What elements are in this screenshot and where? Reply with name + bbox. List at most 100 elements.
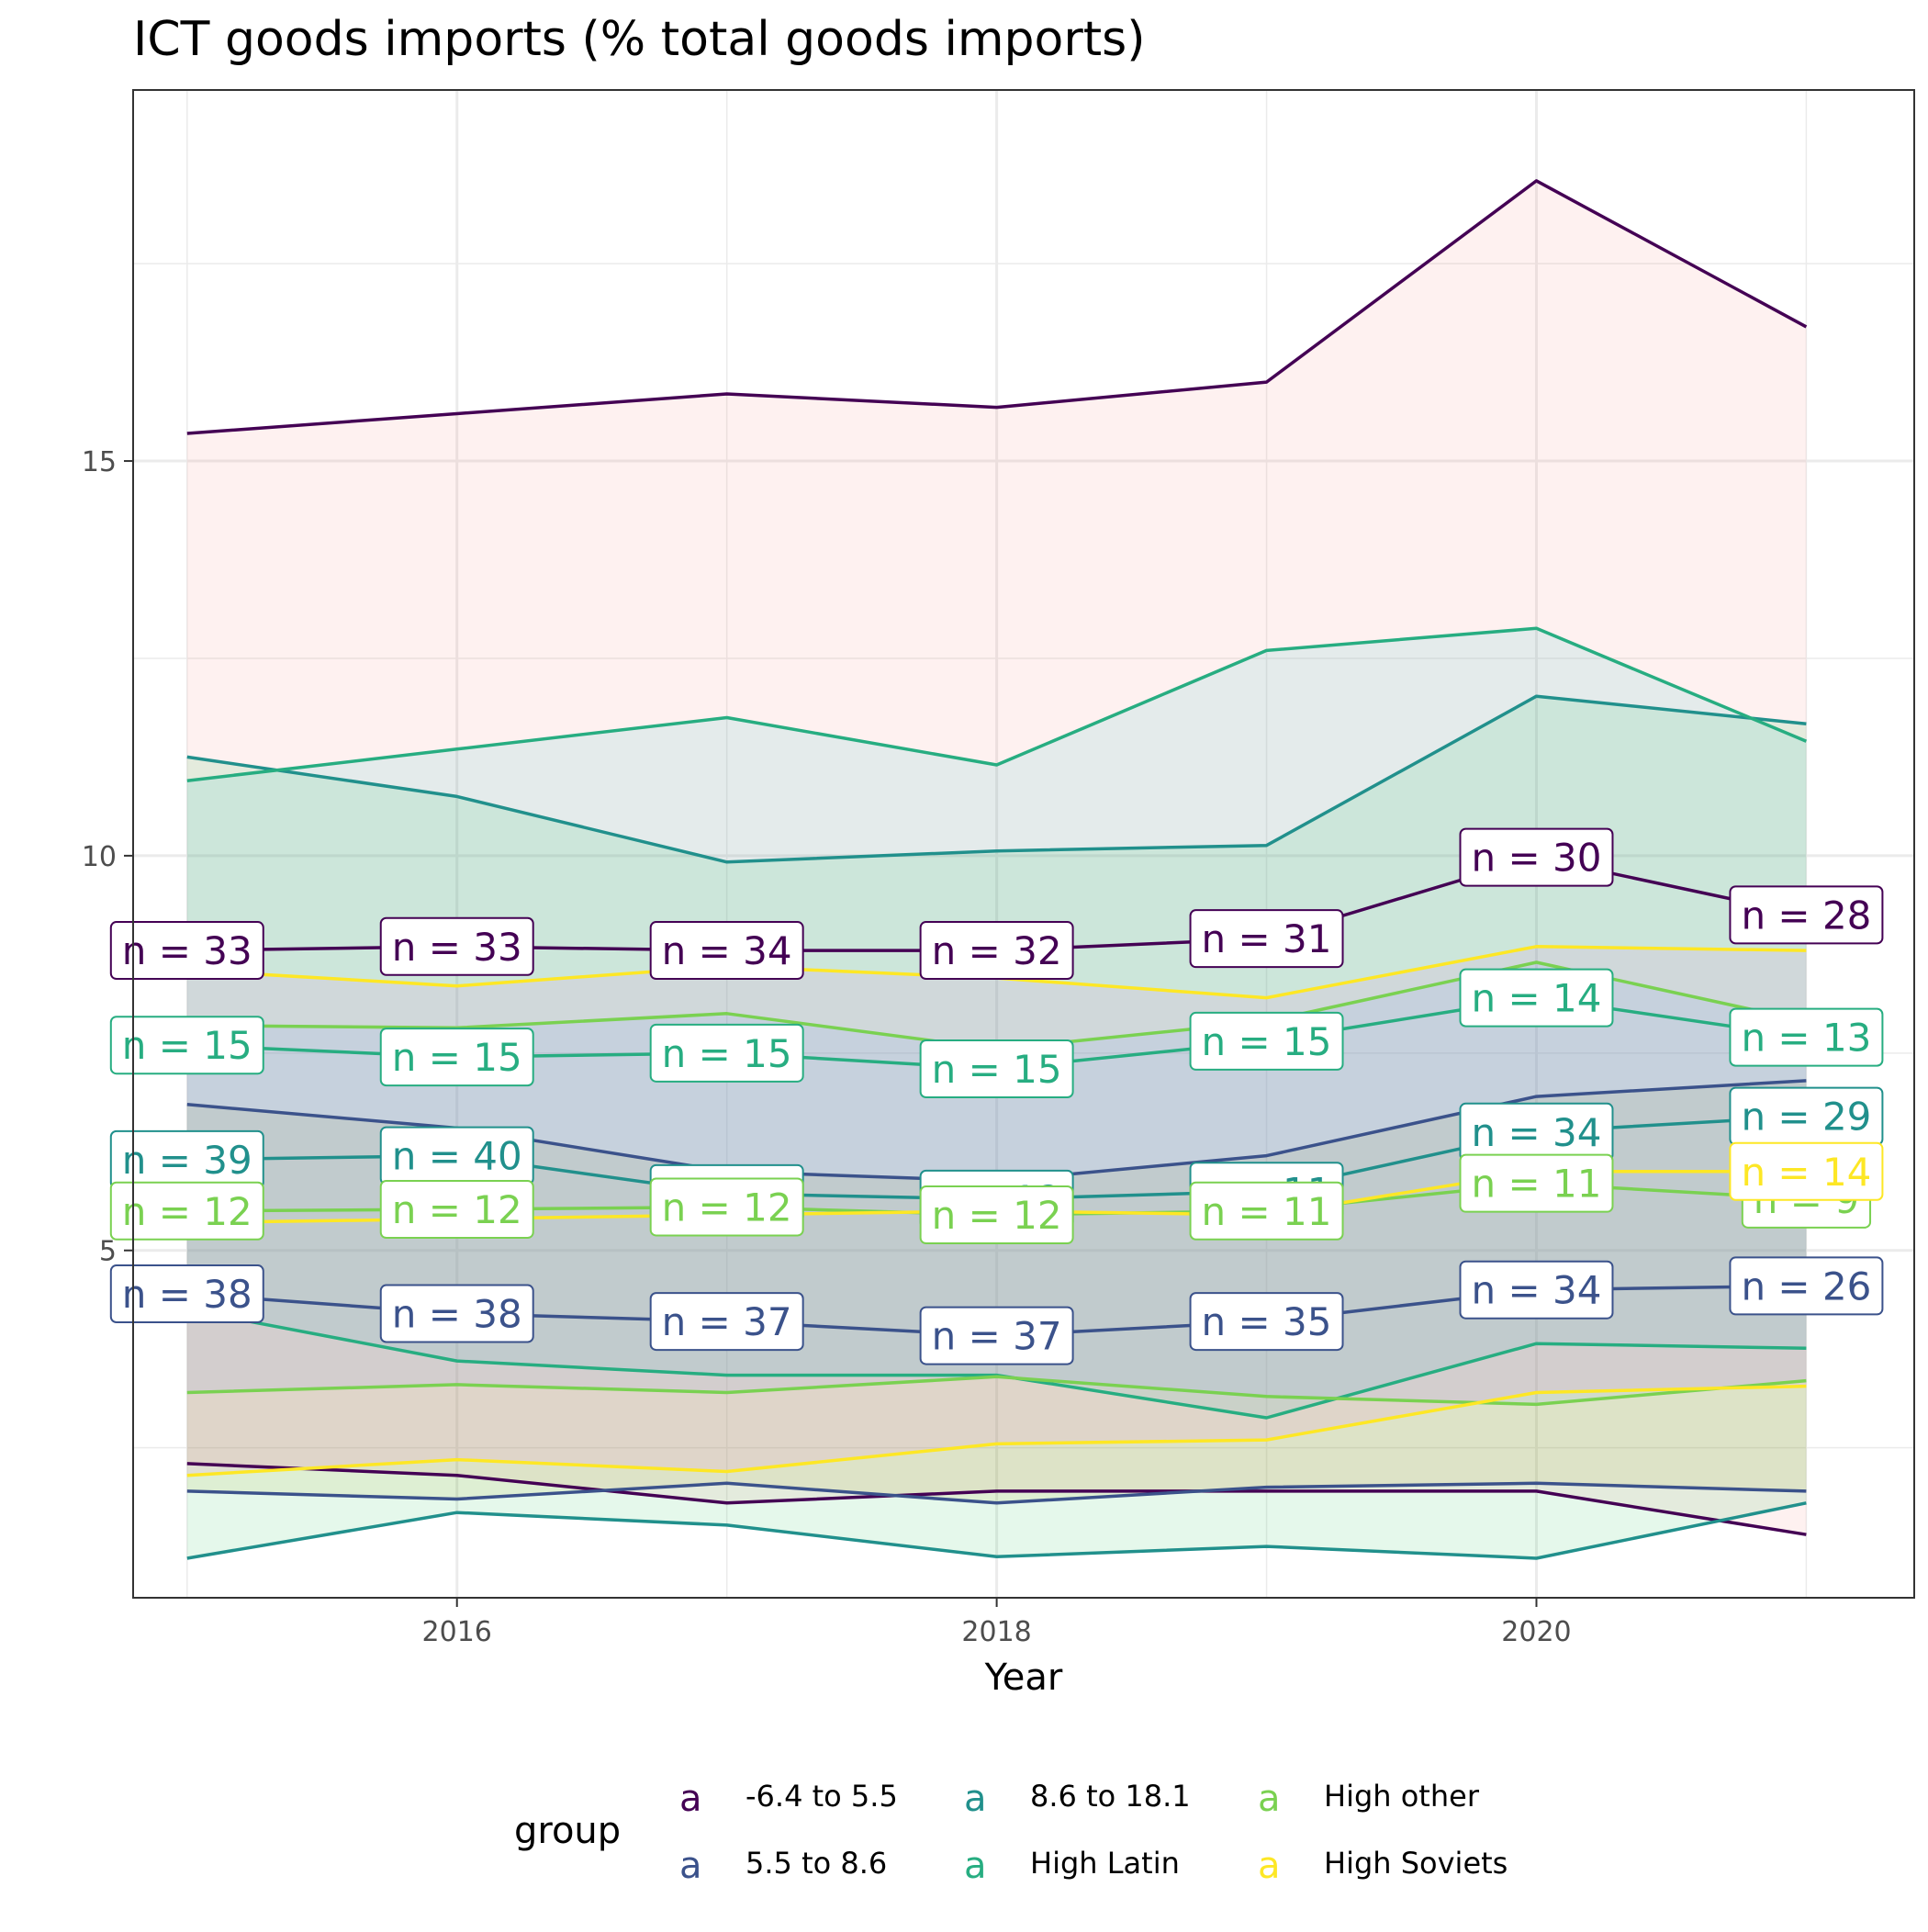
n-label-text: n = 15 bbox=[1202, 1019, 1332, 1064]
line-lower-high-other bbox=[186, 1375, 1807, 1407]
n-label-text: n = 37 bbox=[662, 1299, 792, 1344]
n-label: n = 31 bbox=[1189, 909, 1344, 969]
n-label-box bbox=[1189, 1292, 1344, 1352]
legend-entry-high-soviets: a High Soviets bbox=[1258, 1845, 1508, 1887]
n-label: n = 12 bbox=[379, 1180, 534, 1240]
n-label: n = 15 bbox=[919, 1039, 1074, 1099]
legend-label: High other bbox=[1324, 1779, 1480, 1814]
n-label: n = 15 bbox=[109, 1016, 264, 1075]
y-tick-label: 5 bbox=[99, 1236, 117, 1268]
legend-key: a bbox=[679, 1778, 702, 1820]
axis-layer: 2016 2018 2020 5 10 15 bbox=[82, 446, 1572, 1648]
n-label: n = 39 bbox=[109, 1129, 264, 1189]
line-upper-6-4-to-5-5 bbox=[186, 179, 1808, 435]
n-label: n = 37 bbox=[919, 1306, 1074, 1365]
n-label-text: n = 31 bbox=[1202, 916, 1332, 961]
n-label-box bbox=[1459, 1260, 1614, 1320]
legend-entry-high-other: a High other bbox=[1258, 1778, 1480, 1820]
n-label-text: n = 29 bbox=[1741, 1095, 1871, 1140]
n-label-text: n = 34 bbox=[662, 928, 792, 973]
n-label-text: n = 15 bbox=[122, 1023, 252, 1068]
n-label-box bbox=[919, 921, 1074, 981]
n-label-box bbox=[649, 1177, 804, 1237]
n-label-text: n = 12 bbox=[392, 1187, 522, 1232]
n-label: n = 12 bbox=[919, 1185, 1074, 1245]
n-label-box bbox=[919, 1306, 1074, 1365]
n-label-box bbox=[649, 1292, 804, 1352]
n-label-box bbox=[109, 921, 264, 981]
n-label-box bbox=[1729, 1141, 1884, 1201]
chart-title: ICT goods imports (% total goods imports… bbox=[133, 12, 1146, 67]
legend-entry-high-latin: a High Latin bbox=[964, 1845, 1180, 1887]
n-label: n = 11 bbox=[1189, 1181, 1344, 1241]
n-label-text: n = 33 bbox=[122, 928, 252, 973]
n-label: n = 40 bbox=[379, 1126, 534, 1185]
legend-entry-8-6-to-18-1: a 8.6 to 18.1 bbox=[964, 1778, 1191, 1820]
y-tick-label: 10 bbox=[82, 841, 117, 873]
n-label: n = 34 bbox=[1459, 1260, 1614, 1320]
n-label-box bbox=[109, 1016, 264, 1075]
n-label: n = 30 bbox=[1459, 827, 1614, 887]
n-label: n = 33 bbox=[379, 916, 534, 976]
legend-title: group bbox=[514, 1810, 621, 1852]
n-label: n = 34 bbox=[649, 921, 804, 981]
n-label-box bbox=[1729, 885, 1884, 945]
n-label-box bbox=[919, 1039, 1074, 1099]
n-label-text: n = 34 bbox=[1472, 1110, 1602, 1155]
x-tick-label: 2020 bbox=[1501, 1616, 1571, 1648]
n-label-text: n = 28 bbox=[1741, 893, 1871, 938]
n-label-box bbox=[1189, 1011, 1344, 1071]
n-label-text: n = 38 bbox=[122, 1272, 252, 1317]
n-label-text: n = 39 bbox=[122, 1138, 252, 1183]
legend-key: a bbox=[964, 1778, 987, 1820]
line-lower-5-5-to-8-6 bbox=[186, 1481, 1807, 1505]
line-upper-8-6-to-18-1 bbox=[186, 694, 1807, 864]
legend-label: -6.4 to 5.5 bbox=[745, 1779, 898, 1814]
n-label: n = 15 bbox=[1189, 1011, 1344, 1071]
n-label-box bbox=[649, 921, 804, 981]
n-label-box bbox=[1459, 827, 1614, 887]
n-label-text: n = 12 bbox=[122, 1189, 252, 1234]
n-label-text: n = 12 bbox=[662, 1185, 792, 1230]
ribbon-layer bbox=[186, 180, 1807, 1558]
label-layer: n = 33 n = 33 n = 34 n = 32 n = 31 n = 30 n = … bbox=[109, 827, 1884, 1365]
legend-key: a bbox=[1258, 1845, 1281, 1887]
n-label-text: n = 11 bbox=[1202, 1189, 1332, 1234]
n-label: n = 12 bbox=[109, 1181, 264, 1241]
n-label-box bbox=[379, 916, 534, 976]
n-label-box bbox=[1459, 1153, 1614, 1213]
n-label-text: n = 30 bbox=[1472, 836, 1602, 881]
n-label-text: n = 32 bbox=[932, 928, 1062, 973]
legend-entry-5-5-to-8-6: a 5.5 to 8.6 bbox=[679, 1845, 887, 1887]
n-label-box bbox=[1729, 1007, 1884, 1067]
n-label-box bbox=[1459, 968, 1614, 1028]
n-label-text: n = 33 bbox=[392, 925, 522, 970]
x-tick-label: 2018 bbox=[961, 1616, 1031, 1648]
legend-key: a bbox=[1258, 1778, 1281, 1820]
n-label: n = 34 bbox=[1459, 1102, 1614, 1162]
n-label-box bbox=[919, 1185, 1074, 1245]
n-label-text: n = 12 bbox=[932, 1193, 1062, 1238]
n-label: n = 37 bbox=[649, 1292, 804, 1352]
n-label-box bbox=[379, 1284, 534, 1343]
n-label-text: n = 15 bbox=[392, 1035, 522, 1080]
n-label: n = 33 bbox=[109, 921, 264, 981]
line-lower-high-soviets bbox=[186, 1384, 1807, 1477]
n-label-box bbox=[1729, 1256, 1884, 1316]
x-tick-label: 2016 bbox=[422, 1616, 492, 1648]
n-label-text: n = 38 bbox=[392, 1292, 522, 1337]
n-label-box bbox=[379, 1028, 534, 1087]
n-label-text: n = 15 bbox=[932, 1047, 1062, 1092]
ribbon-5-5-to-8-6 bbox=[186, 1080, 1807, 1503]
n-label: n = 29 bbox=[1729, 1086, 1884, 1146]
panel-border bbox=[132, 89, 1915, 1599]
ribbon-high-latin bbox=[186, 628, 1807, 1418]
n-label: n = 32 bbox=[919, 921, 1074, 981]
n-label-text: n = 14 bbox=[1472, 976, 1602, 1021]
legend-entry-6-4-to-5-5: a -6.4 to 5.5 bbox=[679, 1778, 898, 1820]
legend-label: 8.6 to 18.1 bbox=[1030, 1779, 1191, 1814]
legend-label: High Soviets bbox=[1324, 1846, 1508, 1881]
n-label-text: n = 14 bbox=[1741, 1150, 1871, 1195]
y-tick-label: 15 bbox=[82, 446, 117, 478]
